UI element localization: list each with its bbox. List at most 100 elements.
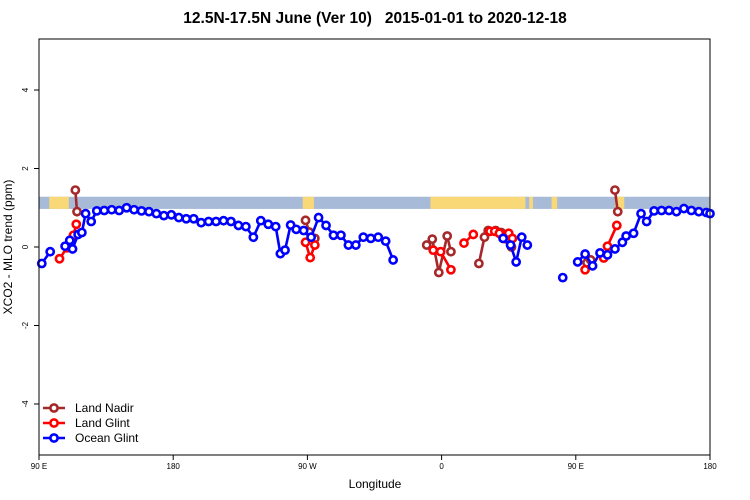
ocean-glint-point [656, 205, 667, 216]
ocean-glint-point [36, 258, 47, 269]
land-glint-point [428, 245, 439, 256]
ocean-glint-point [114, 205, 125, 216]
land-nadir-point [300, 215, 311, 226]
ocean-glint-point [67, 244, 78, 254]
land-band [614, 196, 625, 209]
x-tick-label: 90 E [31, 462, 47, 471]
ocean-glint-point [188, 213, 199, 224]
y-tick-label: 0 [21, 244, 30, 249]
ocean-glint-point [610, 244, 620, 254]
ocean-glint-point [158, 210, 169, 221]
x-tick-label: 0 [439, 462, 444, 471]
ocean-glint-point [628, 228, 639, 239]
land-glint-point [309, 240, 320, 250]
legend-item-land-glint: Land Glint [43, 416, 130, 430]
land-glint-point [54, 253, 65, 264]
ocean-glint-point [263, 219, 274, 230]
y-axis: -4 -2 0 2 4 [21, 87, 39, 408]
y-tick-label: -2 [21, 321, 30, 329]
legend-item-ocean-glint: Ocean Glint [43, 431, 139, 445]
x-axis: 90 E 180 90 W 0 90 E 180 [31, 455, 717, 471]
ocean-glint-point [505, 240, 516, 250]
ocean-glint-point [298, 225, 309, 236]
ocean-glint-point [291, 224, 302, 235]
ocean-glint-point [641, 216, 652, 227]
ocean-glint-point [181, 213, 192, 224]
ocean-glint-point [76, 227, 87, 238]
ocean-glint-point [196, 217, 207, 228]
ocean-glint-point [522, 240, 533, 250]
ocean-glint-point [595, 247, 605, 258]
legend-label: Ocean Glint [75, 431, 139, 445]
y-tick-label: 2 [21, 166, 30, 171]
ocean-glint-point [380, 236, 391, 247]
land-glint-point [611, 220, 622, 231]
legend-swatch-marker [49, 418, 59, 428]
ocean-glint-point [144, 206, 154, 217]
land-band [430, 196, 526, 209]
land-band [529, 196, 533, 209]
y-tick-label: -4 [21, 400, 30, 408]
ocean-glint-point [636, 208, 646, 219]
legend-label: Land Glint [75, 416, 130, 430]
ocean-glint-point [218, 215, 229, 226]
land-ocean-strip [39, 196, 710, 209]
land-nadir-point [612, 206, 623, 217]
ocean-glint-point [106, 204, 117, 215]
land-glint-point [305, 252, 316, 263]
ocean-glint-point [373, 232, 384, 243]
ocean-glint-point [270, 221, 281, 232]
land-nadir-segment [431, 238, 441, 273]
ocean-glint-point [664, 205, 674, 216]
land-nadir-point [72, 206, 82, 217]
ocean-glint-point [166, 209, 177, 220]
ocean-glint-point [336, 230, 346, 241]
x-tick-label: 90 W [298, 462, 317, 471]
legend-item-land-nadir: Land Nadir [43, 401, 134, 415]
ocean-glint-point [255, 215, 266, 226]
land-glint-point [435, 246, 446, 257]
land-nadir-point [473, 258, 484, 269]
legend-swatch-marker [49, 403, 59, 413]
ocean-glint-point [129, 204, 139, 215]
land-band [551, 196, 558, 209]
ocean-glint-point [240, 221, 251, 232]
x-axis-label: Longitude [349, 477, 402, 491]
ocean-glint-point [350, 240, 361, 250]
series-layer [36, 185, 715, 283]
ocean-band [39, 196, 710, 209]
legend-label: Land Nadir [75, 401, 134, 415]
ocean-glint-point [99, 205, 110, 216]
ocean-glint-point [686, 205, 697, 216]
ocean-glint-point [226, 216, 236, 227]
land-glint-point [580, 264, 591, 275]
series-land-glint [54, 219, 622, 275]
ocean-glint-point [343, 240, 354, 250]
land-glint-point [459, 238, 469, 248]
ocean-glint-point [203, 216, 214, 227]
ocean-glint-point [280, 245, 290, 256]
ocean-glint-point [679, 203, 689, 214]
ocean-glint-point [136, 205, 147, 216]
ocean-glint-point [211, 216, 221, 227]
ocean-glint-point [516, 232, 527, 243]
ocean-glint-point [321, 220, 331, 231]
legend-swatch-marker [49, 433, 59, 443]
ocean-glint-point [587, 260, 598, 271]
land-nadir-point [610, 185, 620, 195]
land-band [49, 196, 69, 209]
land-nadir-point [442, 231, 453, 241]
land-nadir-point [427, 234, 438, 245]
ocean-glint-point [671, 206, 682, 217]
land-nadir-point [433, 267, 444, 278]
land-glint-point [71, 219, 82, 230]
ocean-glint-point [572, 257, 583, 267]
series-ocean-glint [36, 202, 715, 283]
ocean-glint-point [649, 205, 659, 216]
y-axis-label: XCO2 - MLO trend (ppm) [1, 180, 15, 315]
ocean-glint-point [328, 230, 339, 241]
land-band [302, 196, 314, 209]
land-nadir-point [446, 246, 456, 257]
ocean-glint-point [64, 235, 75, 246]
